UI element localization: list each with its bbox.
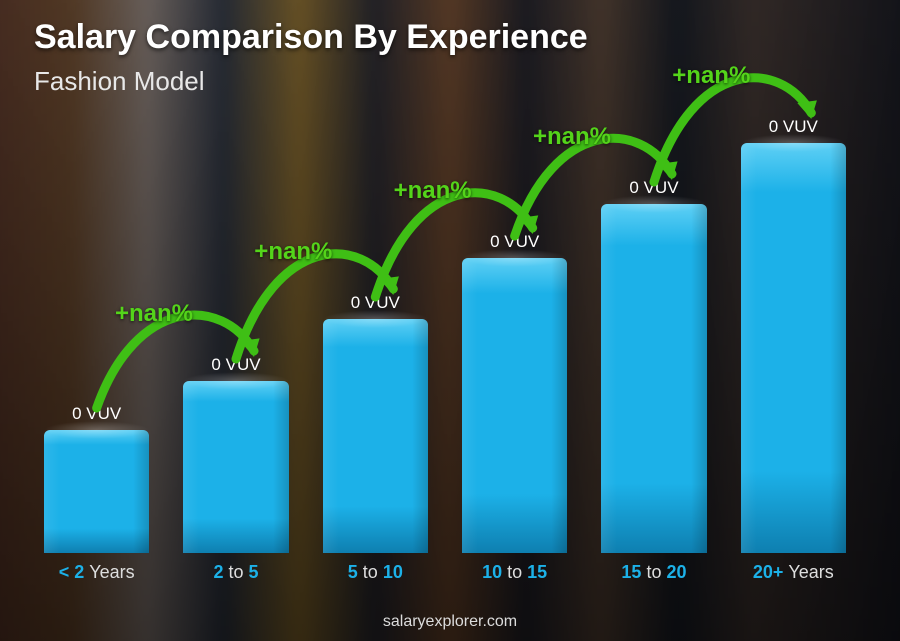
bar: 0 VUV (44, 404, 149, 553)
footer-credit: salaryexplorer.com (0, 613, 900, 631)
bar: 0 VUV (601, 178, 706, 553)
x-label: 15 to 20 (601, 562, 706, 583)
x-label: 5 to 10 (323, 562, 428, 583)
bar-body (323, 319, 428, 553)
bars-container: 0 VUV 0 VUV 0 VUV 0 VUV 0 VUV 0 VUV (40, 100, 850, 553)
bar: 0 VUV (741, 117, 846, 553)
x-label: 20+ Years (741, 562, 846, 583)
bar-body (183, 381, 288, 553)
bar: 0 VUV (183, 355, 288, 553)
bar: 0 VUV (323, 293, 428, 553)
x-label: 2 to 5 (183, 562, 288, 583)
page-title: Salary Comparison By Experience (34, 18, 588, 57)
infographic-stage: Salary Comparison By Experience Fashion … (0, 0, 900, 641)
bar-body (462, 258, 567, 553)
bar: 0 VUV (462, 232, 567, 553)
bar-body (44, 430, 149, 553)
x-label: 10 to 15 (462, 562, 567, 583)
x-labels: < 2 Years 2 to 5 5 to 10 10 to 15 15 to 20 20… (40, 562, 850, 583)
bar-body (601, 204, 706, 553)
bar-chart: 0 VUV 0 VUV 0 VUV 0 VUV 0 VUV 0 VUV < 2 Years… (40, 100, 850, 583)
page-subtitle: Fashion Model (34, 66, 205, 97)
bar-body (741, 143, 846, 553)
x-label: < 2 Years (44, 562, 149, 583)
